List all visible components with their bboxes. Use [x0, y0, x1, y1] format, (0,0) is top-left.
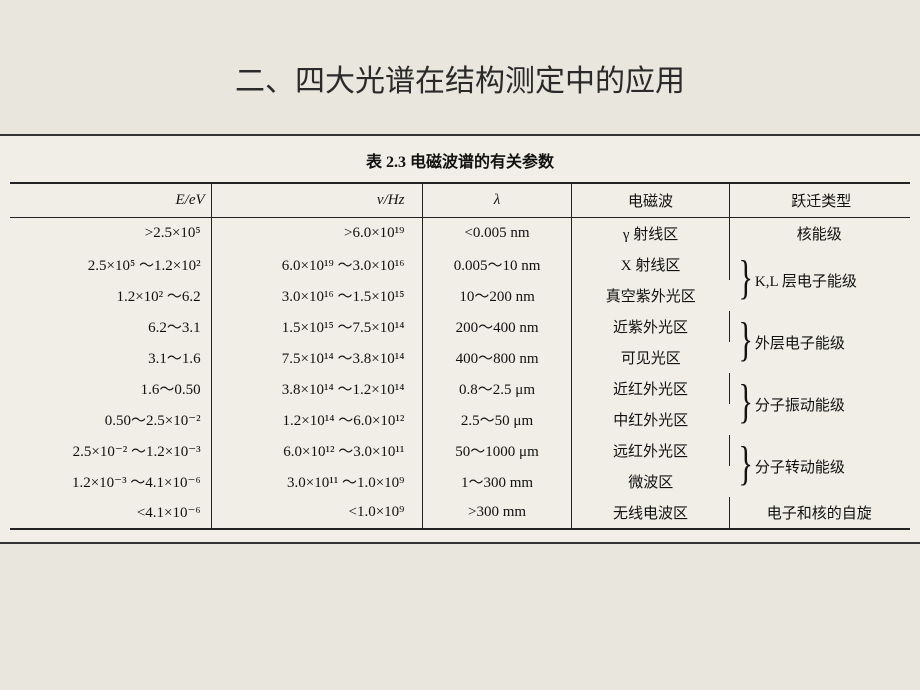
cell-v: 3.8×10¹⁴ ～1.2×10¹⁴ — [211, 373, 423, 404]
cell-t: 核能级 — [730, 218, 910, 250]
cell-v: 3.0×10¹⁶ ～1.5×10¹⁵ — [211, 280, 423, 311]
cell-l: <0.005 nm — [423, 218, 571, 250]
brace-icon: } — [738, 388, 752, 417]
table-row: 6.2～3.1 1.5×10¹⁵ ～7.5×10¹⁴ 200～400 nm 近紫… — [10, 311, 910, 342]
header-freq-text: ν/Hz — [377, 192, 405, 208]
cell-l: 10～200 nm — [423, 280, 571, 311]
cell-w: 真空紫外光区 — [571, 280, 730, 311]
transition-label: K,L 层电子能级 — [755, 270, 857, 291]
cell-w: 无线电波区 — [571, 497, 730, 529]
cell-l: >300 mm — [423, 497, 571, 529]
cell-w: 近紫外光区 — [571, 311, 730, 342]
header-energy-text: E/eV — [176, 192, 205, 208]
cell-t: 电子和核的自旋 — [730, 497, 910, 529]
header-energy: E/eV — [10, 183, 211, 218]
table-caption: 表 2.3 电磁波谱的有关参数 — [10, 148, 910, 172]
cell-l: 50～1000 μm — [423, 435, 571, 466]
table-row: <4.1×10⁻⁶ <1.0×10⁹ >300 mm 无线电波区 电子和核的自旋 — [10, 497, 910, 529]
cell-w: 远红外光区 — [571, 435, 730, 466]
cell-e: 1.2×10² ～6.2 — [10, 280, 211, 311]
cell-l: 0.8～2.5 μm — [423, 373, 571, 404]
cell-w: 可见光区 — [571, 342, 730, 373]
transition-label: 分子转动能级 — [755, 456, 845, 477]
header-wavelength-text: λ — [494, 192, 501, 208]
cell-l: 0.005～10 nm — [423, 249, 571, 280]
cell-v: 6.0×10¹² ～3.0×10¹¹ — [211, 435, 423, 466]
cell-e: 1.2×10⁻³ ～4.1×10⁻⁶ — [10, 466, 211, 497]
cell-l: 2.5～50 μm — [423, 404, 571, 435]
cell-v: 7.5×10¹⁴ ～3.8×10¹⁴ — [211, 342, 423, 373]
cell-v: 1.5×10¹⁵ ～7.5×10¹⁴ — [211, 311, 423, 342]
cell-w: 近红外光区 — [571, 373, 730, 404]
cell-w: γ 射线区 — [571, 218, 730, 250]
table-row: 2.5×10⁵ ～1.2×10² 6.0×10¹⁹ ～3.0×10¹⁶ 0.00… — [10, 249, 910, 280]
cell-e: 2.5×10⁻² ～1.2×10⁻³ — [10, 435, 211, 466]
cell-w: X 射线区 — [571, 249, 730, 280]
brace-icon: } — [738, 326, 752, 355]
cell-e: >2.5×10⁵ — [10, 218, 211, 250]
cell-e: 0.50～2.5×10⁻² — [10, 404, 211, 435]
cell-l: 1～300 mm — [423, 466, 571, 497]
spectrum-table: E/eV ν/Hz λ 电磁波 跃迁类型 >2.5×10⁵ >6.0×10¹⁹ … — [10, 182, 910, 530]
table-row: >2.5×10⁵ >6.0×10¹⁹ <0.005 nm γ 射线区 核能级 — [10, 218, 910, 250]
brace-icon: } — [738, 450, 752, 479]
cell-e: 2.5×10⁵ ～1.2×10² — [10, 249, 211, 280]
cell-e: 1.6～0.50 — [10, 373, 211, 404]
cell-l: 200～400 nm — [423, 311, 571, 342]
table-row: 1.6～0.50 3.8×10¹⁴ ～1.2×10¹⁴ 0.8～2.5 μm 近… — [10, 373, 910, 404]
cell-v: <1.0×10⁹ — [211, 497, 423, 529]
cell-w: 微波区 — [571, 466, 730, 497]
cell-t-brace: }分子转动能级 — [730, 435, 910, 497]
table-row: 2.5×10⁻² ～1.2×10⁻³ 6.0×10¹² ～3.0×10¹¹ 50… — [10, 435, 910, 466]
cell-v: 6.0×10¹⁹ ～3.0×10¹⁶ — [211, 249, 423, 280]
cell-t-brace: }分子振动能级 — [730, 373, 910, 435]
cell-e: <4.1×10⁻⁶ — [10, 497, 211, 529]
page-title: 二、四大光谱在结构测定中的应用 — [0, 0, 920, 134]
cell-t-brace: }外层电子能级 — [730, 311, 910, 373]
header-freq: ν/Hz — [211, 183, 423, 218]
brace-icon: } — [738, 264, 752, 293]
header-wavelength: λ — [423, 183, 571, 218]
table-header-row: E/eV ν/Hz λ 电磁波 跃迁类型 — [10, 183, 910, 218]
cell-e: 3.1～1.6 — [10, 342, 211, 373]
cell-t-brace: }K,L 层电子能级 — [730, 249, 910, 311]
table-container: 表 2.3 电磁波谱的有关参数 E/eV ν/Hz λ 电磁波 跃迁类型 >2.… — [0, 134, 920, 544]
cell-e: 6.2～3.1 — [10, 311, 211, 342]
cell-v: >6.0×10¹⁹ — [211, 218, 423, 250]
header-transition: 跃迁类型 — [730, 183, 910, 218]
cell-l: 400～800 nm — [423, 342, 571, 373]
cell-v: 3.0×10¹¹ ～1.0×10⁹ — [211, 466, 423, 497]
cell-w: 中红外光区 — [571, 404, 730, 435]
transition-label: 外层电子能级 — [755, 332, 845, 353]
transition-label: 分子振动能级 — [755, 394, 845, 415]
header-emwave: 电磁波 — [571, 183, 730, 218]
cell-v: 1.2×10¹⁴ ～6.0×10¹² — [211, 404, 423, 435]
